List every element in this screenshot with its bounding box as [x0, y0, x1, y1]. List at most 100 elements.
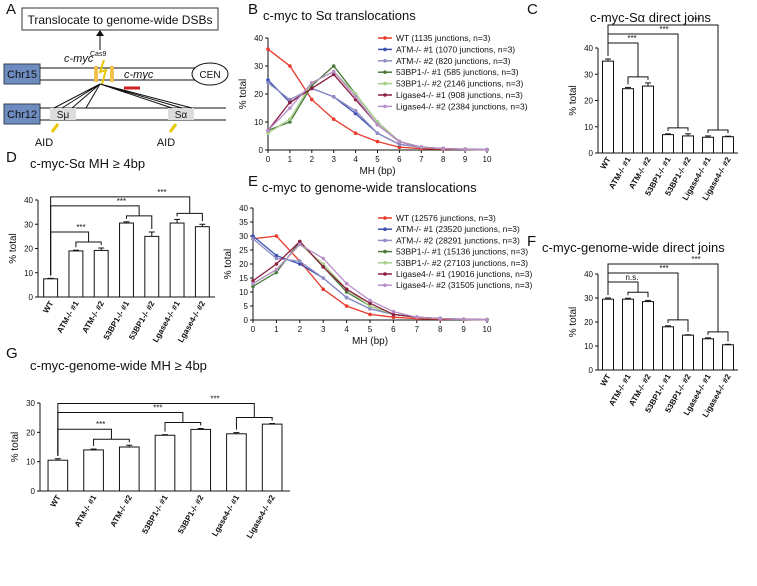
y-tick-label: 0 — [589, 149, 594, 158]
point — [274, 270, 279, 275]
point — [368, 298, 372, 303]
significance-label: *** — [659, 25, 668, 34]
x-tick-label: 5 — [368, 325, 373, 334]
y-axis-label: % total — [10, 432, 21, 463]
y-tick-label: 20 — [239, 260, 248, 269]
y-tick-label: 10 — [239, 288, 248, 297]
significance-label: *** — [210, 395, 219, 404]
bar — [83, 449, 104, 492]
gene-sup: Cas9 — [90, 51, 106, 58]
y-axis-label: % total — [238, 79, 249, 110]
y-axis-label: % total — [568, 85, 579, 116]
cen-label: CEN — [199, 70, 220, 81]
y-tick-label: 10 — [26, 458, 35, 467]
y-tick-label: 20 — [26, 428, 35, 437]
y-tick-label: 0 — [244, 316, 249, 325]
exon — [94, 66, 98, 82]
panel-letter: D — [6, 149, 17, 166]
point — [251, 279, 255, 283]
point — [288, 117, 292, 121]
y-tick-label: 25 — [239, 246, 248, 255]
x-tick-label: ATM-/- #2 — [80, 299, 106, 335]
point — [251, 237, 255, 241]
legend-label: Ligase4-/- #2 (31505 junctions, n=3) — [396, 280, 532, 290]
legend-marker — [383, 81, 387, 86]
legend-marker — [383, 261, 387, 265]
point — [441, 146, 446, 151]
chr-label: Chr12 — [7, 109, 37, 121]
point — [266, 47, 270, 51]
point — [397, 145, 402, 149]
significance-label: *** — [153, 404, 162, 413]
point — [344, 304, 349, 308]
x-tick-label: 53BP1-/- #2 — [127, 299, 157, 341]
point — [463, 147, 467, 152]
bar — [662, 134, 674, 154]
x-tick-label: 3 — [331, 155, 336, 164]
gene-label: c-myc — [124, 69, 154, 81]
point — [344, 290, 349, 294]
exon — [110, 66, 114, 82]
legend-marker — [383, 104, 387, 109]
bar — [662, 326, 674, 371]
point — [274, 256, 279, 261]
x-tick-label: 5 — [375, 155, 380, 164]
y-tick-label: 30 — [584, 294, 593, 303]
x-axis-label: MH (bp) — [359, 166, 395, 177]
bar — [642, 301, 654, 371]
y-tick-label: 30 — [24, 220, 33, 229]
y-tick-label: 40 — [24, 196, 33, 205]
y-tick-label: 40 — [584, 44, 593, 53]
point — [298, 242, 302, 247]
centromere — [191, 62, 229, 86]
bar — [144, 235, 160, 298]
x-tick-label: WT — [41, 299, 55, 314]
point — [274, 253, 279, 258]
point — [485, 317, 489, 322]
point — [288, 120, 292, 124]
significance-bracket — [57, 403, 273, 456]
bar — [154, 434, 176, 492]
y-tick-label: 0 — [589, 366, 594, 375]
bar — [194, 226, 210, 298]
x-tick-label: 7 — [415, 325, 420, 334]
bar — [226, 433, 247, 492]
y-tick-label: 0 — [29, 293, 34, 302]
x-tick-label: 2 — [310, 155, 315, 164]
x-tick-label: 8 — [438, 325, 443, 334]
legend-label: WT (1135 junctions, n=3) — [396, 33, 491, 43]
point — [321, 265, 326, 269]
y-axis-label: % total — [568, 307, 579, 338]
x-tick-label: 2 — [298, 325, 303, 334]
panel-letter: E — [248, 173, 258, 190]
legend-marker — [383, 249, 387, 254]
bar — [682, 135, 694, 154]
point — [251, 234, 255, 238]
x-tick-label: 3 — [321, 325, 326, 334]
point — [298, 262, 302, 266]
point — [375, 123, 380, 127]
y-tick-label: 20 — [584, 97, 593, 106]
bar — [43, 278, 59, 298]
legend-label: 53BP1-/- #2 (27103 junctions, n=3) — [396, 258, 528, 268]
x-tick-label: Lgase4-/- #2 — [176, 299, 207, 344]
legend-label: ATM-/- #2 (820 junctions, n=3) — [396, 56, 511, 66]
y-tick-label: 40 — [254, 34, 263, 43]
significance-label: *** — [76, 223, 85, 232]
x-tick-label: 53BP1-/- #1 — [102, 299, 132, 341]
aid-mark — [50, 123, 60, 133]
x-tick-label: 10 — [483, 155, 492, 164]
point — [391, 309, 396, 314]
x-tick-label: Ligase4-/- #2 — [245, 493, 277, 540]
y-tick-label: 10 — [584, 123, 593, 132]
aid-label: AID — [35, 137, 53, 149]
point — [331, 64, 336, 68]
chr-box — [3, 63, 41, 85]
x-tick-label: ATM-/- #2 — [109, 493, 135, 529]
bar — [602, 60, 614, 154]
point — [321, 256, 326, 261]
x-tick-label: Lgase4-/- #1 — [210, 493, 241, 538]
bar — [682, 334, 694, 371]
bar — [722, 344, 734, 371]
